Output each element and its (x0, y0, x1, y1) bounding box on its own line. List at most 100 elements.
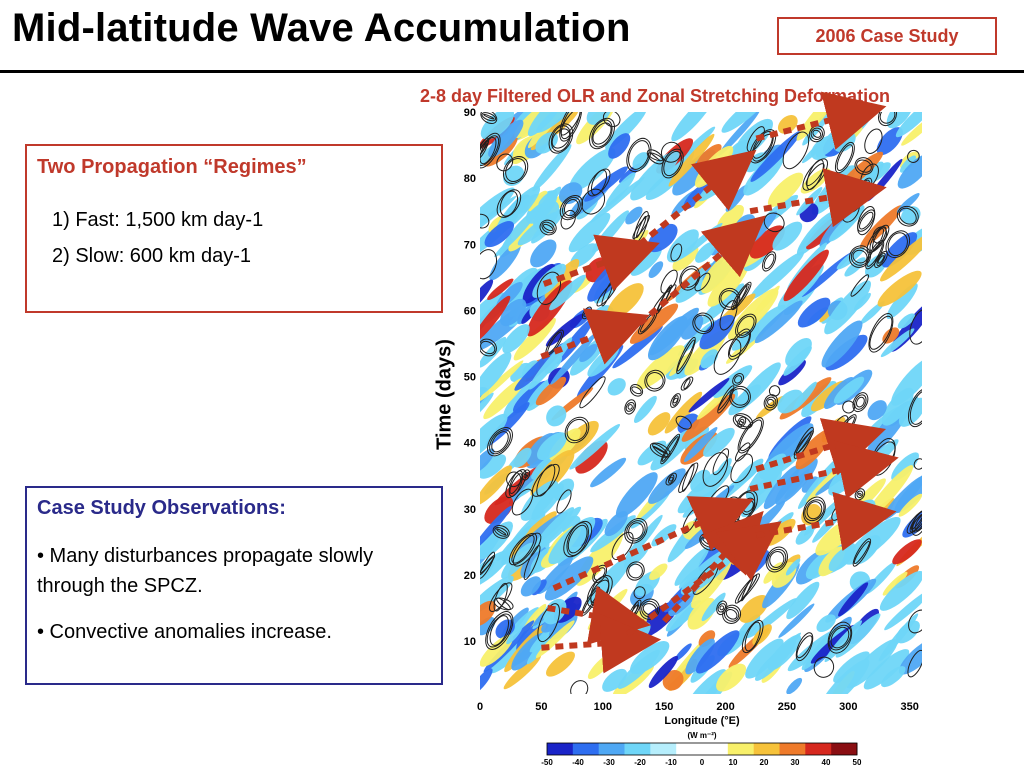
x-tick-label: 0 (477, 701, 483, 713)
deformation-contour (602, 112, 621, 128)
olr-anomaly-blob (495, 619, 515, 639)
observation-item: • Convective anomalies increase. (37, 621, 332, 643)
deformation-contour (499, 190, 519, 217)
olr-anomaly-blob (677, 320, 717, 356)
deformation-contour (509, 473, 523, 494)
olr-anomaly-blob (739, 594, 769, 623)
olr-anomaly-blob (881, 232, 918, 268)
olr-anomaly-blob (501, 542, 534, 579)
olr-anomaly-blob (530, 449, 575, 498)
deformation-contour (480, 137, 490, 162)
deformation-contour (793, 426, 814, 459)
olr-anomaly-blob (625, 206, 643, 225)
deformation-contour (887, 232, 908, 257)
case-study-badge: 2006 Case Study (777, 17, 997, 55)
olr-anomaly-blob (480, 392, 494, 419)
olr-anomaly-blob (695, 630, 740, 674)
deformation-contour (562, 196, 581, 219)
olr-anomaly-blob (513, 317, 556, 361)
olr-anomaly-blob (484, 221, 515, 248)
olr-anomaly-blob (836, 247, 865, 270)
colorbar-frame (546, 742, 858, 756)
olr-anomaly-blob (520, 480, 559, 521)
deformation-contour (739, 419, 763, 452)
olr-anomaly-blob (860, 301, 885, 324)
olr-anomaly-blob (484, 496, 514, 524)
deformation-contour (739, 420, 744, 424)
deformation-contour (652, 445, 668, 455)
olr-anomaly-blob (897, 153, 922, 189)
deformation-contour (523, 544, 541, 581)
deformation-contour (512, 532, 542, 567)
colorbar-swatch (598, 743, 625, 755)
olr-anomaly-blob (785, 558, 801, 576)
deformation-contour (735, 313, 757, 338)
olr-anomaly-blob (605, 172, 636, 207)
olr-anomaly-blob (630, 150, 680, 201)
colorbar-swatch (805, 743, 832, 755)
olr-anomaly-blob (480, 448, 495, 473)
deformation-contour (536, 464, 556, 497)
olr-anomaly-blob (867, 400, 887, 421)
olr-anomaly-blob (548, 517, 596, 565)
olr-anomaly-blob (898, 397, 922, 427)
olr-anomaly-blob (778, 359, 806, 386)
olr-anomaly-blob (880, 232, 922, 282)
deformation-contour (492, 524, 510, 539)
olr-anomaly-blob (503, 654, 541, 690)
olr-anomaly-blob (569, 148, 616, 192)
deformation-contour (560, 112, 581, 140)
y-tick-label: 60 (464, 305, 476, 317)
deformation-contour (866, 224, 890, 254)
deformation-contour (567, 524, 588, 554)
olr-anomaly-blob (838, 582, 869, 617)
olr-anomaly-blob (767, 172, 804, 207)
deformation-contour (713, 338, 742, 375)
propagation-arrow-slow (541, 613, 662, 674)
olr-anomaly-blob (664, 391, 703, 434)
deformation-contour (737, 417, 764, 454)
deformation-contour (730, 453, 754, 484)
deformation-contour (660, 433, 681, 465)
deformation-contour (719, 605, 725, 611)
olr-anomaly-blob (899, 155, 917, 173)
deformation-contour (812, 129, 822, 138)
deformation-contour (850, 247, 870, 266)
deformation-contour (489, 615, 510, 646)
deformation-contour (744, 621, 761, 652)
deformation-contour (563, 199, 579, 217)
deformation-contour (536, 271, 562, 305)
deformation-contour (589, 117, 615, 150)
deformation-contour (661, 436, 679, 462)
colorbar-tick-label: -10 (665, 758, 677, 767)
deformation-contour (669, 476, 674, 482)
y-tick-label: 50 (464, 372, 476, 384)
olr-anomaly-blob (886, 112, 914, 129)
deformation-contour (855, 396, 865, 408)
olr-anomaly-blob (884, 588, 922, 631)
colorbar-swatch (676, 743, 703, 755)
deformation-contour (496, 153, 514, 172)
deformation-contour (566, 418, 588, 442)
deformation-contour (563, 520, 593, 558)
deformation-contour (694, 314, 713, 333)
olr-anomaly-blob (624, 544, 649, 569)
olr-anomaly-blob (538, 189, 558, 207)
olr-anomaly-field (480, 112, 922, 694)
colorbar-tick-label: -30 (603, 758, 615, 767)
olr-anomaly-blob (877, 270, 922, 307)
olr-anomaly-blob (785, 338, 812, 367)
colorbar-unit: (W m⁻²) (687, 731, 716, 740)
deformation-contour (795, 632, 814, 662)
deformation-contour (551, 128, 571, 149)
deformation-contour (646, 149, 664, 165)
plot-title: 2-8 day Filtered OLR and Zonal Stretchin… (420, 86, 891, 106)
deformation-contour (626, 137, 652, 173)
olr-anomaly-blob (718, 112, 760, 157)
deformation-contour (541, 221, 555, 234)
colorbar-swatch (547, 743, 574, 755)
olr-anomaly-blob (816, 614, 836, 633)
deformation-contour (852, 392, 869, 413)
deformation-contour (665, 472, 677, 486)
deformation-contour (737, 315, 755, 336)
